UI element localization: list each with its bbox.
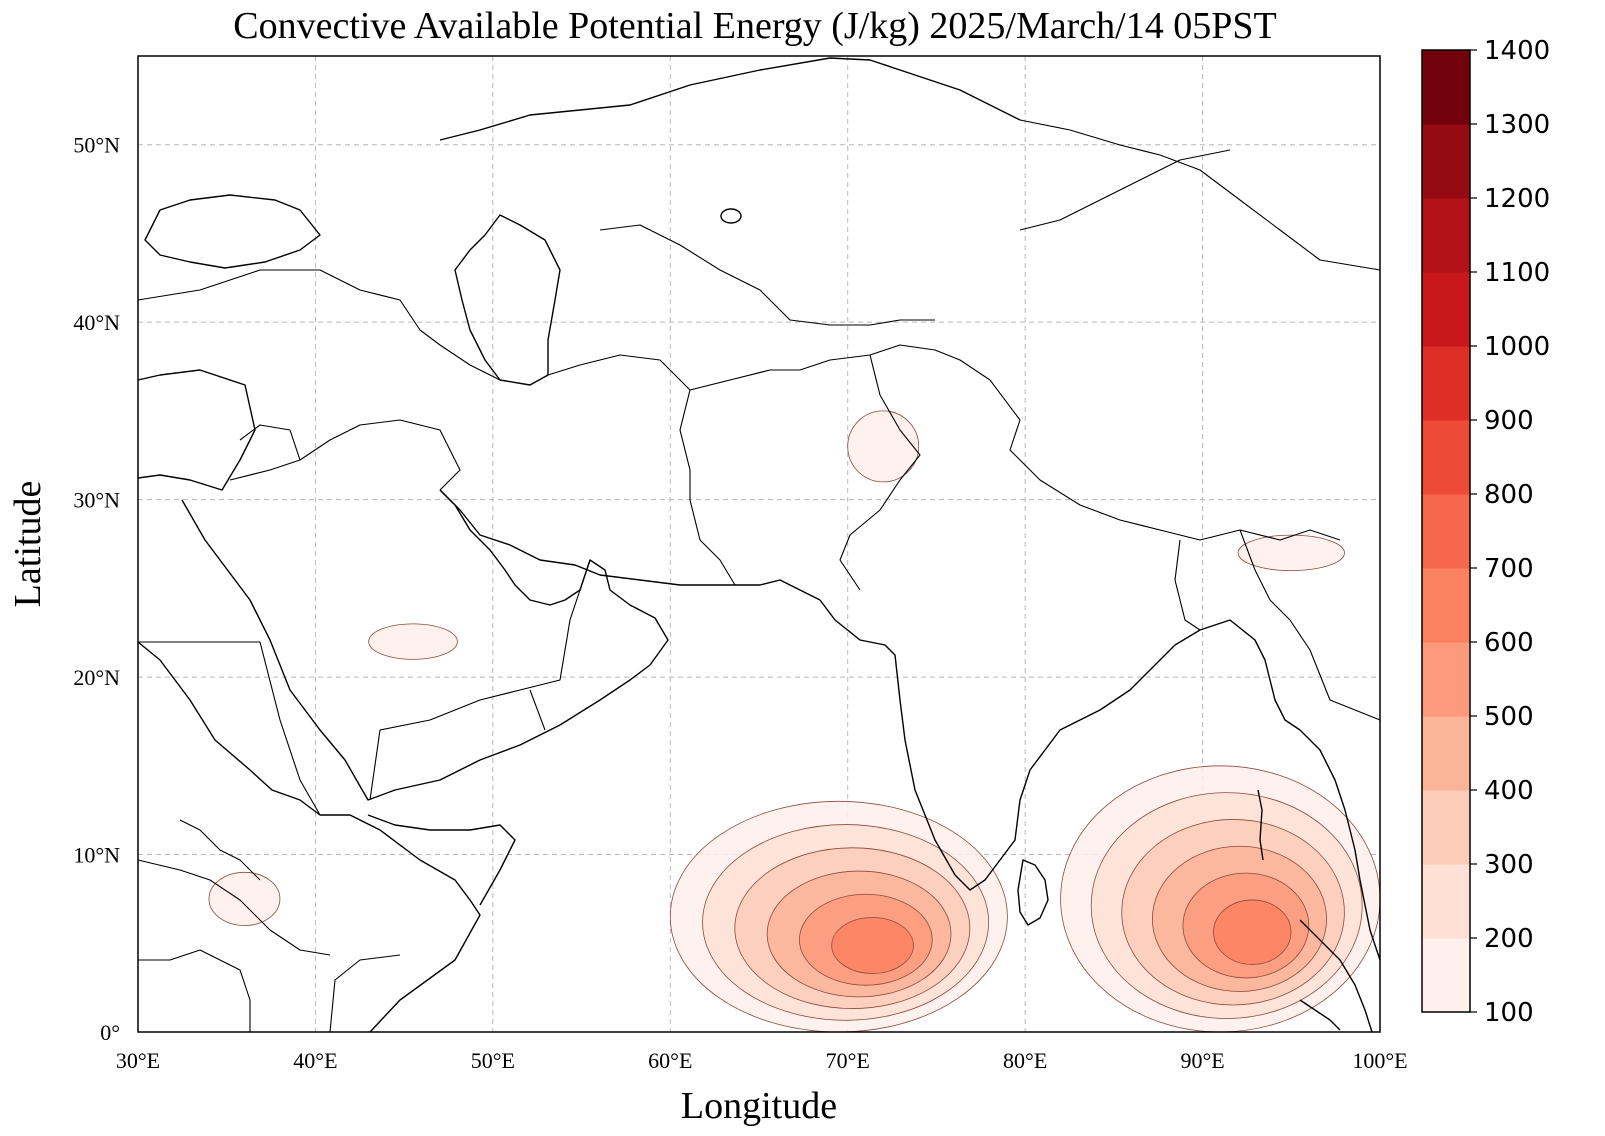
border-segment — [329, 954, 401, 1033]
colorbar-bin — [1422, 864, 1470, 939]
mediterranean-coast — [137, 369, 256, 491]
colorbar-bin — [1422, 568, 1470, 643]
colorbar-bin — [1422, 124, 1470, 199]
cape-region-3-level-100 — [847, 410, 920, 483]
border-segment — [137, 859, 331, 956]
andaman-islands — [1257, 789, 1264, 861]
x-tick-label: 60°E — [648, 1048, 692, 1073]
colorbar-bin — [1422, 272, 1470, 347]
border-segment — [599, 224, 935, 326]
colorbar-frame — [1421, 49, 1471, 1013]
cape-region-0-level-600 — [831, 917, 914, 974]
x-tick-label: 30°E — [116, 1048, 160, 1073]
colorbar-tick-label: 100 — [1484, 998, 1534, 1028]
cape-shading — [208, 410, 1381, 1033]
colorbar-bin — [1422, 50, 1470, 125]
x-tick-label: 80°E — [1003, 1048, 1047, 1073]
border-segment — [138, 641, 321, 816]
colorbar-tick-label: 800 — [1484, 480, 1534, 510]
colorbar-bin — [1422, 938, 1470, 1013]
border-segment — [1019, 119, 1381, 271]
colorbar-tick-label: 1300 — [1484, 110, 1550, 140]
y-axis-label: Latitude — [7, 481, 49, 608]
coastlines — [137, 57, 1381, 1033]
border-segment — [369, 559, 591, 801]
horn-of-africa-coast — [367, 814, 516, 906]
country-borders — [137, 119, 1381, 1033]
border-segment — [547, 344, 991, 391]
colorbar-tick-label: 900 — [1484, 406, 1534, 436]
graticule — [138, 56, 1380, 1032]
colorbar-tick-label: 400 — [1484, 776, 1534, 806]
myanmar-coast — [1299, 729, 1381, 961]
x-axis-label: Longitude — [681, 1085, 837, 1127]
colorbar-bin — [1422, 716, 1470, 791]
arctic-side-north-coast — [439, 57, 1021, 141]
border-segment — [839, 354, 921, 591]
red-sea-west-coast — [137, 641, 481, 1033]
map-plot-area — [137, 55, 1381, 1033]
colorbar-tick-label: 500 — [1484, 702, 1534, 732]
colorbar-bin — [1422, 494, 1470, 569]
colorbar-bin — [1422, 790, 1470, 865]
border-segment — [989, 379, 1341, 541]
border-segment — [529, 689, 546, 731]
cape-region-1-level-600 — [1213, 899, 1292, 965]
border-segment — [1239, 529, 1381, 721]
x-tick-label: 70°E — [826, 1048, 870, 1073]
border-segment — [229, 424, 301, 481]
cape-region-4-level-100 — [368, 623, 458, 660]
colorbar-bin — [1422, 642, 1470, 717]
sri-lanka-coast — [1017, 859, 1049, 926]
colorbar: 100 200 300 400 500 600 700 800 900 1000 1100 1200 1… — [1421, 36, 1550, 1028]
x-tick-labels: 30°E 40°E 50°E 60°E 70°E 80°E 90°E 100°E — [116, 1048, 1408, 1073]
border-segment — [137, 269, 501, 381]
malay-peninsula-coast — [1299, 919, 1373, 1033]
border-segment — [179, 819, 261, 881]
aral-sea — [720, 208, 742, 224]
colorbar-tick-label: 300 — [1484, 850, 1534, 880]
black-sea — [144, 194, 321, 269]
sumatra-tip — [1299, 999, 1341, 1031]
x-tick-label: 50°E — [471, 1048, 515, 1073]
border-segment — [1019, 149, 1231, 231]
colorbar-tick-label: 700 — [1484, 554, 1534, 584]
caspian-sea — [454, 214, 561, 386]
colorbar-tick-label: 1400 — [1484, 36, 1550, 66]
y-tick-label: 20°N — [73, 665, 120, 690]
x-tick-label: 90°E — [1180, 1048, 1224, 1073]
x-tick-label: 100°E — [1352, 1048, 1407, 1073]
india-coast — [819, 599, 1301, 891]
border-segment — [679, 389, 736, 586]
y-tick-label: 40°N — [73, 310, 120, 335]
cape-region-2-level-100 — [1237, 534, 1345, 572]
y-tick-label: 0° — [100, 1020, 120, 1045]
y-tick-labels: 0° 10°N 20°N 30°N 40°N 50°N — [73, 133, 120, 1045]
border-segment — [1174, 539, 1201, 631]
border-segment — [138, 949, 251, 1032]
colorbar-bin — [1422, 198, 1470, 273]
x-tick-label: 40°E — [293, 1048, 337, 1073]
y-tick-label: 30°N — [73, 488, 120, 513]
arabia-west-coast — [181, 489, 669, 801]
colorbar-tick-label: 200 — [1484, 924, 1534, 954]
colorbar-tick-label: 1200 — [1484, 184, 1550, 214]
colorbar-tick-label: 600 — [1484, 628, 1534, 658]
persian-gulf-north-coast — [439, 489, 821, 601]
map-frame — [137, 55, 1381, 1033]
y-tick-label: 10°N — [73, 843, 120, 868]
cape-region-5-level-100 — [208, 871, 281, 926]
colorbar-bin — [1422, 420, 1470, 495]
colorbar-tick-label: 1000 — [1484, 332, 1550, 362]
chart-title: Convective Available Potential Energy (J… — [233, 5, 1276, 47]
border-segment — [299, 419, 461, 491]
y-tick-label: 50°N — [73, 133, 120, 158]
colorbar-tick-label: 1100 — [1484, 258, 1550, 288]
colorbar-bin — [1422, 346, 1470, 421]
